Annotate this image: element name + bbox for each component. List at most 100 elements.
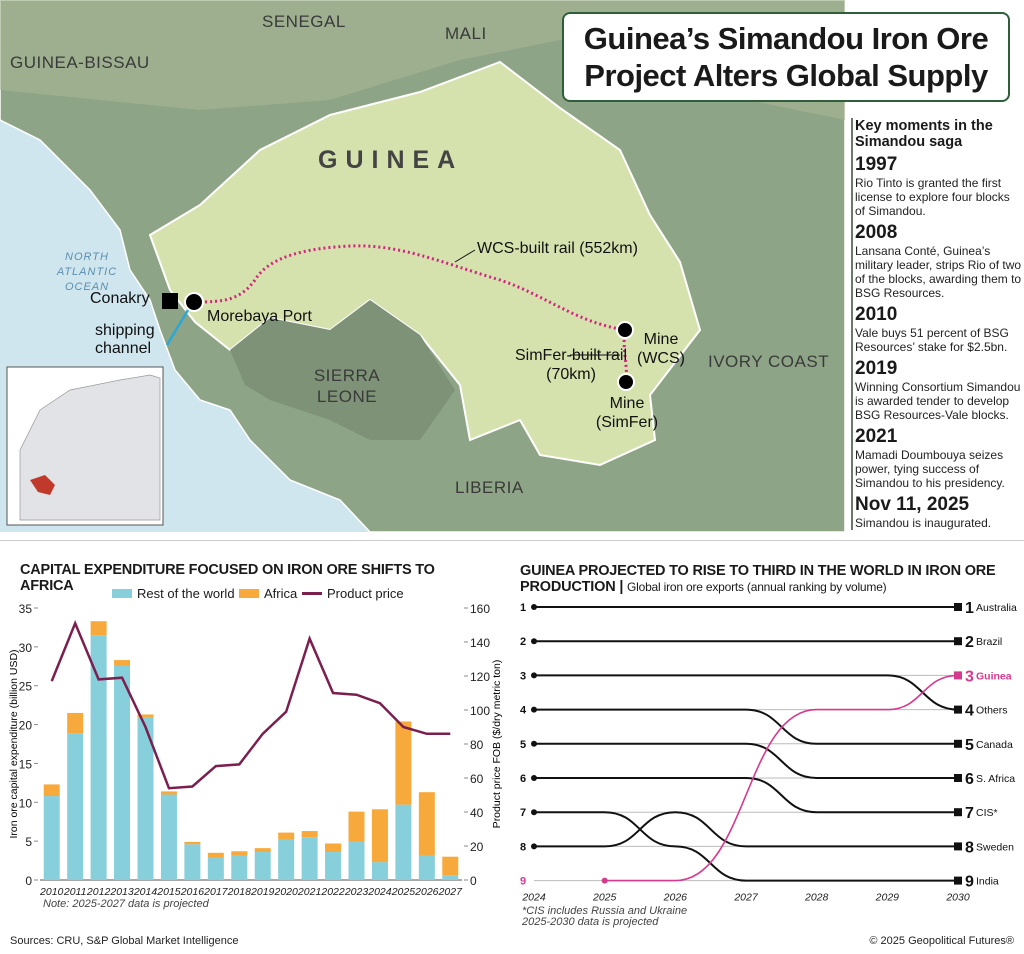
rank-start-dot: [601, 877, 608, 884]
rank-end-marker: [954, 671, 962, 680]
rank-end-marker: [954, 603, 962, 611]
x-tick-label: 2022: [320, 886, 345, 898]
bar-africa: [348, 811, 365, 842]
label-mali: MALI: [445, 24, 487, 43]
x-tick-label: 2011: [63, 886, 87, 898]
mine-wcs-marker: [616, 321, 634, 339]
x-tick-label: 2013: [109, 886, 134, 898]
timeline-year: 2010: [855, 304, 898, 325]
country-label: Brazil: [976, 636, 1002, 648]
country-label: Others: [976, 705, 1008, 717]
y-tick-label: 10: [19, 796, 33, 810]
x-tick-label: 2019: [250, 886, 275, 898]
rank-end-marker: [954, 739, 962, 748]
label-ivory-coast: IVORY COAST: [708, 352, 830, 371]
timeline-year: Nov 11, 2025: [855, 494, 970, 515]
final-rank: 2: [965, 634, 974, 651]
final-rank: 7: [965, 805, 974, 822]
x-tick-label: 2026: [414, 886, 439, 898]
y-tick-label: 20: [19, 719, 33, 733]
final-rank: 1: [965, 600, 974, 617]
final-rank: 3: [965, 668, 974, 685]
x-tick-label: 2014: [133, 886, 158, 898]
final-rank: 9: [965, 874, 974, 891]
label-conakry: Conakry: [90, 290, 150, 307]
timeline: Key moments in the Simandou saga 1997 Rio…: [851, 118, 1023, 530]
bar-rest-of-world: [301, 837, 318, 880]
country-label: CIS*: [976, 807, 998, 819]
legend-item-rest: Rest of the world: [112, 586, 235, 601]
y2-axis-label: Product price FOB ($/dry metric ton): [491, 660, 503, 829]
ranking-subtitle: Global iron ore exports (annual ranking …: [627, 580, 887, 594]
rank-line-s-africa: [534, 742, 958, 779]
bar-rest-of-world: [254, 852, 271, 880]
bar-africa: [395, 721, 412, 805]
x-tick-label: 2025: [592, 892, 617, 904]
y-tick-label: 35: [19, 602, 33, 616]
y2-tick-label: 140: [470, 636, 490, 650]
y-tick-label: 25: [19, 680, 33, 694]
legend-swatch: [239, 589, 259, 598]
bar-rest-of-world: [348, 841, 365, 880]
label-wcs-rail: WCS-built rail (552km): [477, 240, 638, 257]
label-mine-simfer: Mine (SimFer): [595, 395, 659, 431]
country-label: Guinea: [976, 670, 1012, 682]
timeline-text: Mamadi Doumbouya seizes power, tying suc…: [855, 448, 1005, 490]
inset-guinea-highlight: [30, 475, 55, 495]
rank-line-sweden: [534, 811, 958, 848]
rank-end-marker: [954, 808, 962, 817]
x-tick-label: 2021: [297, 886, 321, 898]
x-tick-label: 2025: [391, 886, 416, 898]
bar-rest-of-world: [442, 875, 459, 880]
rank-label: 2: [520, 636, 526, 648]
rank-start-dot: [531, 706, 537, 713]
inset-map: [6, 366, 164, 526]
x-tick-label: 2018: [227, 886, 252, 898]
timeline-year: 1997: [855, 154, 898, 175]
rank-label: 7: [520, 807, 526, 819]
y-tick-label: 30: [19, 641, 33, 655]
rank-label: 8: [520, 841, 526, 853]
ranking-title-text: GUINEA PROJECTED TO RISE TO THIRD IN THE…: [520, 563, 996, 595]
bar-rest-of-world: [207, 857, 224, 880]
ranking-note-cis: *CIS includes Russia and Ukraine: [522, 905, 688, 917]
y-tick-label: 5: [25, 835, 32, 849]
legend-item-africa: Africa: [239, 586, 297, 601]
label-ocean: NORTH ATLANTIC OCEAN: [56, 251, 118, 293]
y2-tick-label: 160: [470, 602, 490, 616]
rank-start-dot: [531, 638, 537, 645]
bar-africa: [371, 809, 388, 863]
timeline-text: Winning Consortium Simandou is awarded t…: [855, 380, 1021, 422]
rank-label: 3: [520, 670, 526, 682]
legend-swatch: [302, 592, 322, 595]
capex-chart-title: CAPITAL EXPENDITURE FOCUSED ON IRON ORE …: [20, 562, 435, 594]
y2-tick-label: 20: [470, 840, 484, 854]
bar-africa: [418, 792, 435, 856]
y2-tick-label: 40: [470, 806, 484, 820]
country-label: India: [976, 876, 999, 888]
x-tick-label: 2027: [438, 886, 464, 898]
final-rank: 8: [965, 839, 974, 856]
rank-start-dot: [531, 775, 537, 781]
legend-swatch: [112, 589, 132, 598]
rank-label: 4: [520, 705, 527, 717]
bar-africa: [207, 852, 224, 858]
bar-africa: [137, 714, 154, 718]
label-simfer-rail: SimFer-built rail (70km): [515, 347, 628, 383]
copyright: © 2025 Geopolitical Futures®: [869, 935, 1014, 947]
sierra-leone-shape: [230, 300, 455, 440]
bar-africa: [184, 841, 201, 845]
bar-rest-of-world: [90, 635, 107, 880]
port-marker: [184, 292, 204, 312]
x-tick-label: 2012: [86, 886, 111, 898]
price-line: [50, 620, 451, 790]
rank-end-marker: [954, 705, 962, 714]
rank-line-india: [533, 811, 958, 882]
ranking-note-projected: 2025-2030 data is projected: [522, 916, 659, 928]
y2-tick-label: 100: [470, 704, 490, 718]
rank-start-dot: [531, 843, 537, 850]
final-rank: 6: [965, 771, 974, 788]
timeline-year: 2008: [855, 222, 898, 243]
x-tick-label: 2010: [39, 886, 64, 898]
